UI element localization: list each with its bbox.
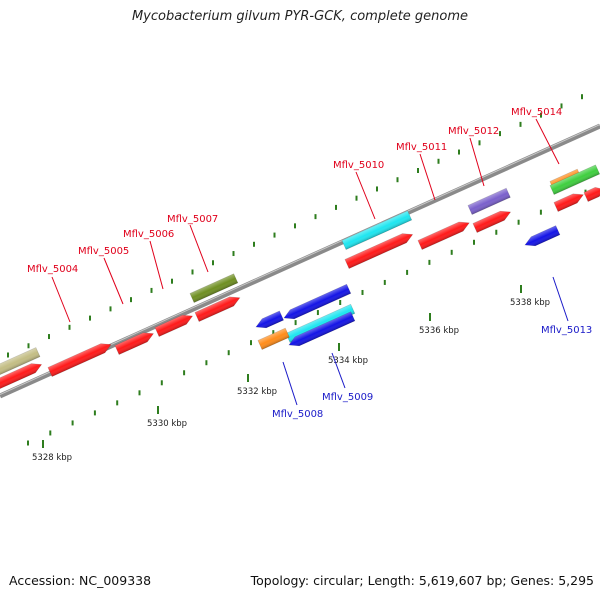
gene-arrow-5015-shade [583,187,600,202]
track-layer [0,94,600,448]
scale-label: 5336 kbp [419,326,459,336]
gene-arrow-mflv-5004[interactable] [47,340,113,377]
gene-arrow-mflv-5005-shade [114,332,154,355]
gene-arrow-mflv-5013[interactable] [523,225,561,250]
gene-label-mflv-5013[interactable]: Mflv_5013 [541,325,592,336]
gene-arrow-5003-shade [0,363,42,390]
gene-label-mflv-5010-leader [355,171,376,220]
feature-block-olive-shade [189,273,238,303]
feature-block-orange-2[interactable] [257,327,290,350]
feature-block-orange-2-shade [257,328,290,350]
gene-arrow-mflv-5012-shade [472,211,511,233]
scale-label: 5332 kbp [237,387,277,397]
label-layer: 5328 kbp 5330 kbp 5332 kbp 5334 kbp 5336 kbp… [27,107,592,463]
gene-arrow-mflv-5008-shade [256,310,284,328]
gene-arrow-mflv-5004-shade [47,343,112,377]
scale-label: 5328 kbp [32,453,72,463]
feature-block-cyan[interactable] [341,210,413,250]
gene-arrow-mflv-5014-shade [553,193,584,212]
gene-label-mflv-5006[interactable]: Mflv_5006 [123,229,174,240]
feature-block-olive[interactable] [189,273,239,303]
gene-label-mflv-5014[interactable]: Mflv_5014 [511,107,562,118]
gene-label-mflv-5010[interactable]: Mflv_5010 [333,160,384,171]
accession-label: Accession: NC_009338 [9,573,152,588]
feature-layer [0,164,600,390]
feature-block-purple[interactable] [467,187,511,215]
map-title: Mycobacterium gilvum PYR-GCK, complete g… [131,9,469,24]
feature-block-cyan-shade [341,210,412,250]
feature-block-khaki[interactable] [0,347,41,376]
gene-arrow-mflv-5011[interactable] [417,218,471,250]
gene-label-mflv-5004[interactable]: Mflv_5004 [27,264,78,275]
gene-label-mflv-5013-leader [552,276,569,322]
scale-label: 5334 kbp [328,356,368,366]
gene-arrow-mflv-5009-shade [284,284,351,319]
gene-label-mflv-5009-leader [331,352,346,389]
gene-label-mflv-5005-leader [103,257,124,305]
feature-block-cyan-2-shade [285,304,355,343]
gene-arrow-mflv-5006-shade [154,315,193,337]
scale-label: 5330 kbp [147,419,187,429]
gene-arrow-mflv-5009b[interactable] [287,311,356,350]
gene-label-mflv-5005[interactable]: Mflv_5005 [78,246,129,257]
gene-label-mflv-5014-leader [535,118,560,165]
gene-arrow-mflv-5010[interactable] [344,230,415,269]
gene-arrow-mflv-5011-shade [417,221,470,250]
genome-summary: Topology: circular; Length: 5,619,607 bp… [250,573,594,588]
gene-label-mflv-5006-leader [149,240,164,290]
gene-arrow-mflv-5012[interactable] [472,207,513,233]
feature-block-purple-shade [467,188,511,215]
gene-arrow-mflv-5006[interactable] [154,311,195,337]
gene-arrow-mflv-5014[interactable] [553,190,585,212]
gene-label-mflv-5008-leader [282,361,298,406]
gene-label-mflv-5011[interactable]: Mflv_5011 [396,142,447,153]
gene-arrow-mflv-5007-shade [194,296,240,322]
gene-arrow-mflv-5009[interactable] [282,283,352,322]
gene-label-mflv-5011-leader [419,153,436,201]
gene-arrow-mflv-5007[interactable] [194,293,242,322]
gene-arrow-5003[interactable] [0,360,44,390]
gene-arrow-mflv-5005[interactable] [114,329,156,355]
gene-arrow-5015[interactable] [583,185,600,202]
gene-label-mflv-5009[interactable]: Mflv_5009 [322,392,373,403]
gene-arrow-mflv-5013-shade [525,225,560,246]
gene-label-mflv-5007[interactable]: Mflv_5007 [167,214,218,225]
gene-arrow-mflv-5009b-shade [289,311,355,346]
feature-block-khaki-shade [0,347,41,376]
gene-label-mflv-5004-leader [51,276,71,323]
gene-label-mflv-5008[interactable]: Mflv_5008 [272,409,323,420]
gene-label-mflv-5012[interactable]: Mflv_5012 [448,126,499,137]
gene-label-mflv-5007-leader [189,224,209,273]
feature-block-green-shade [549,164,600,195]
feature-block-cyan-2[interactable] [285,303,356,343]
gene-label-mflv-5012-leader [469,137,485,187]
gene-arrow-mflv-5010-shade [344,233,413,269]
scale-label: 5338 kbp [510,298,550,308]
gene-arrow-mflv-5008[interactable] [254,310,284,332]
